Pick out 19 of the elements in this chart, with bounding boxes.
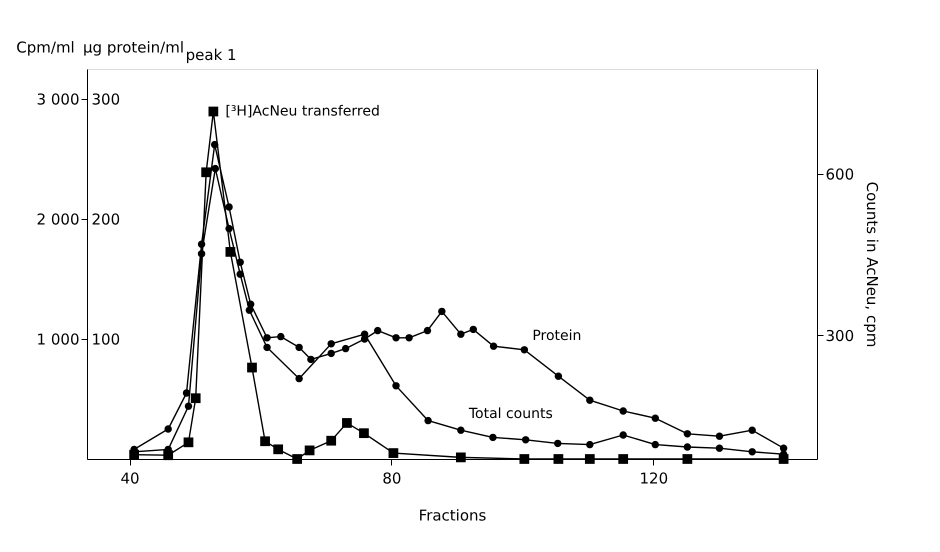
series-label: Protein <box>532 328 582 344</box>
y-tick-label: 1 000 <box>36 330 80 348</box>
series-label: Total counts <box>468 406 553 422</box>
series-label: [³H]AcNeu transferred <box>225 103 380 120</box>
x-tick-label: 120 <box>640 470 668 488</box>
x-tick-label: 40 <box>120 470 140 488</box>
y2-tick-label: 300 <box>826 326 854 345</box>
text: peak 1 <box>186 46 237 64</box>
y-tick-label: 3 000 <box>36 90 80 108</box>
x-tick-label: 80 <box>382 470 402 488</box>
y3-axis-title: µg protein/ml <box>83 38 184 56</box>
x-axis-title: Fractions <box>418 506 487 524</box>
y2-axis-title: Counts in AcNeu, cpm <box>863 182 882 348</box>
y3-tick-label: 100 <box>92 330 120 348</box>
y2-tick-label: 600 <box>826 165 854 184</box>
y-axis-title: Cpm/ml <box>16 38 75 56</box>
y3-tick-label: 200 <box>92 210 120 228</box>
y3-tick-label: 300 <box>92 90 120 108</box>
y-tick-label: 2 000 <box>36 210 80 228</box>
